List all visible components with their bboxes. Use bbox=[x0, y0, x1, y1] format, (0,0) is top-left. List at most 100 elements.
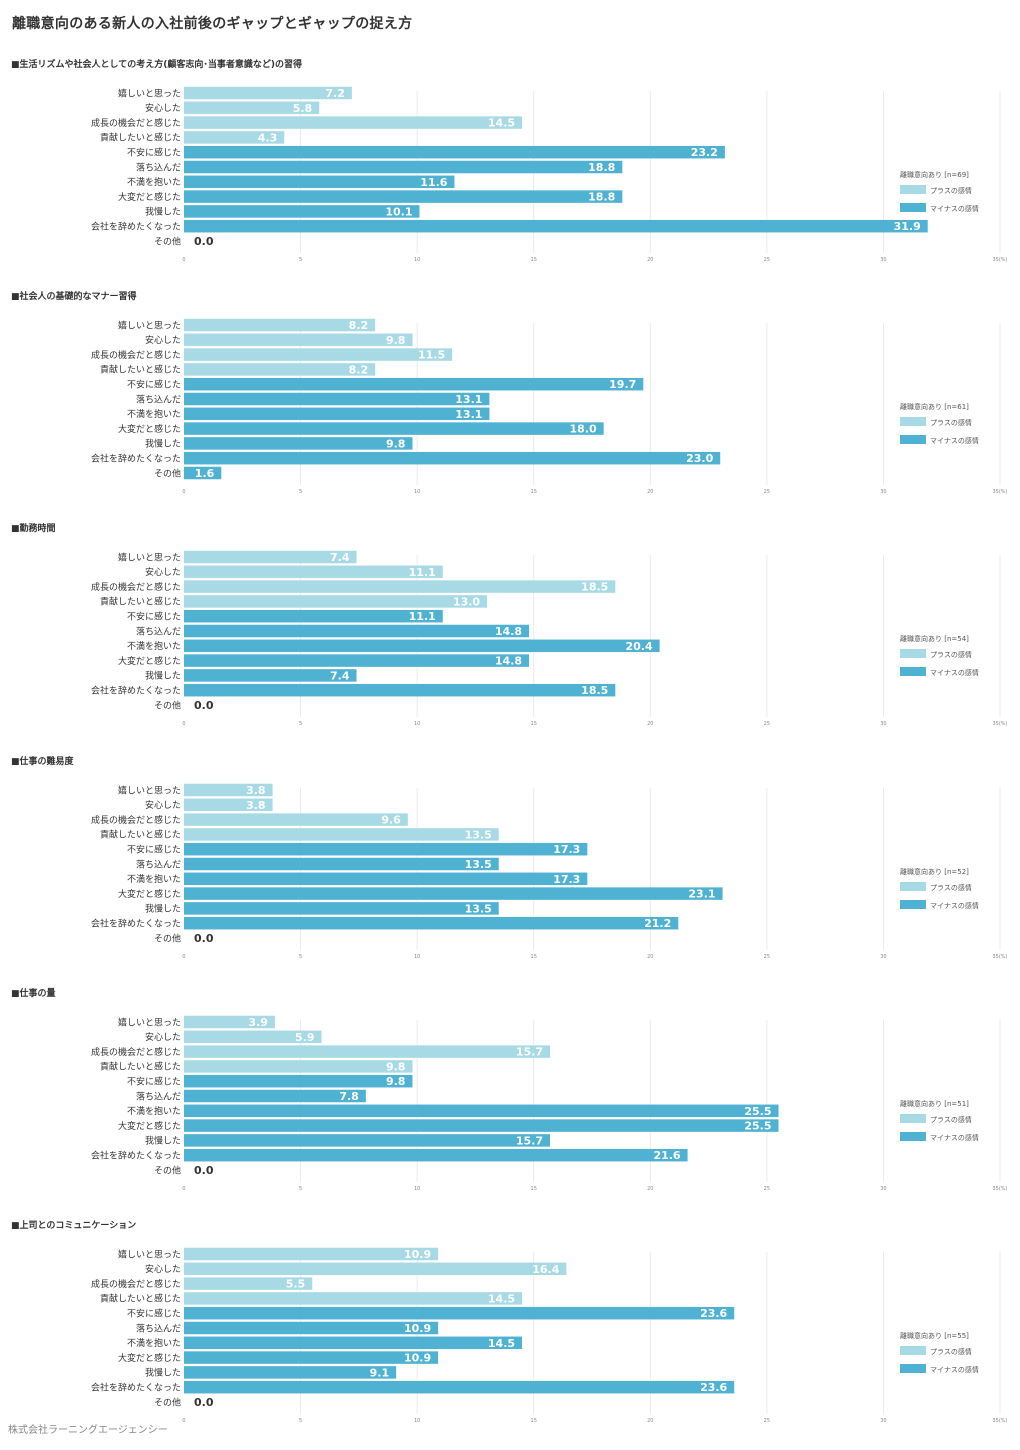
bar bbox=[184, 86, 352, 100]
data-label: 7.2 bbox=[325, 87, 345, 100]
category-label: 成長の機会だと感じた bbox=[91, 1046, 181, 1058]
legend-title: 離職意向あり [n=54] bbox=[900, 634, 969, 643]
bar bbox=[184, 1134, 551, 1147]
bar bbox=[184, 916, 679, 930]
bar bbox=[184, 205, 420, 218]
category-label: 我慢した bbox=[145, 206, 181, 218]
category-label: 我慢した bbox=[145, 903, 181, 915]
bar bbox=[184, 333, 413, 347]
category-label: 不安に感じた bbox=[127, 147, 181, 159]
bar bbox=[184, 857, 499, 871]
category-label: 貢献したいと感じた bbox=[100, 364, 181, 376]
data-label: 0.0 bbox=[194, 932, 214, 945]
data-label: 25.5 bbox=[744, 1120, 771, 1133]
data-label: 14.5 bbox=[488, 117, 515, 130]
data-label: 16.4 bbox=[532, 1263, 559, 1276]
legend-swatch-plus bbox=[900, 882, 926, 891]
category-label: その他 bbox=[154, 1164, 181, 1176]
legend-swatch-plus bbox=[900, 649, 926, 658]
data-label: 18.0 bbox=[570, 423, 597, 436]
x-tick-label: 25 bbox=[764, 257, 770, 263]
bar bbox=[184, 550, 357, 564]
x-tick-label: 15 bbox=[531, 489, 537, 495]
category-label: 不安に感じた bbox=[127, 1308, 181, 1320]
data-label: 14.8 bbox=[495, 625, 522, 638]
category-label: 落ち込んだ bbox=[136, 625, 181, 637]
bar bbox=[184, 1030, 322, 1044]
bar bbox=[184, 1292, 523, 1305]
bar bbox=[184, 887, 723, 900]
category-label: 嬉しいと思った bbox=[118, 87, 181, 99]
x-tick-label: 0 bbox=[182, 257, 185, 263]
data-label: 7.4 bbox=[330, 669, 350, 682]
data-label: 18.5 bbox=[581, 684, 608, 697]
bar bbox=[184, 407, 490, 421]
x-tick-label: 15 bbox=[531, 954, 537, 960]
data-label: 23.6 bbox=[700, 1307, 727, 1320]
data-label: 1.6 bbox=[195, 467, 215, 480]
x-tick-label: 10 bbox=[414, 489, 420, 495]
category-label: 貢献したいと感じた bbox=[100, 1293, 181, 1305]
x-tick-label: 25 bbox=[764, 489, 770, 495]
data-label: 7.8 bbox=[339, 1090, 359, 1103]
data-label: 31.9 bbox=[894, 220, 921, 233]
bar bbox=[184, 175, 455, 189]
bar bbox=[184, 565, 443, 579]
bar bbox=[184, 1277, 313, 1290]
category-label: その他 bbox=[154, 235, 181, 247]
category-label: 安心した bbox=[145, 102, 181, 114]
legend-title: 離職意向あり [n=52] bbox=[900, 867, 969, 876]
bar bbox=[184, 466, 222, 480]
bar bbox=[184, 1262, 567, 1276]
bar bbox=[184, 1119, 779, 1132]
data-label: 8.2 bbox=[349, 363, 369, 376]
x-tick-label: 10 bbox=[414, 257, 420, 263]
data-label: 9.8 bbox=[386, 1075, 406, 1088]
bar bbox=[184, 116, 523, 129]
data-label: 3.9 bbox=[248, 1016, 268, 1029]
data-label: 17.3 bbox=[553, 873, 580, 886]
data-label: 17.3 bbox=[553, 843, 580, 856]
bar bbox=[184, 1247, 439, 1261]
x-tick-label: 10 bbox=[414, 1418, 420, 1424]
category-label: 貢献したいと感じた bbox=[100, 829, 181, 841]
chart-panel: ■仕事の量 0 5 10 15 20 25 30 35(%) 嬉しいと思った 3.9 安心した 5.9 成… bbox=[0, 986, 1020, 1218]
category-label: 会社を辞めたくなった bbox=[91, 453, 181, 465]
x-tick-label: 0 bbox=[182, 954, 185, 960]
bar bbox=[184, 1148, 688, 1162]
x-tick-label: 30 bbox=[880, 1186, 886, 1192]
bar bbox=[184, 639, 660, 653]
bar bbox=[184, 783, 273, 797]
category-label: 嬉しいと思った bbox=[118, 1248, 181, 1260]
x-tick-label: 30 bbox=[880, 954, 886, 960]
bar bbox=[184, 451, 721, 465]
chart-title: ■仕事の量 bbox=[11, 989, 56, 999]
x-tick-label: 35(%) bbox=[992, 954, 1007, 960]
category-label: 成長の機会だと感じた bbox=[91, 117, 181, 129]
data-label: 10.9 bbox=[404, 1322, 431, 1335]
data-label: 23.1 bbox=[688, 888, 715, 901]
category-label: 不満を抱いた bbox=[127, 873, 181, 885]
bar bbox=[184, 1074, 413, 1088]
data-label: 21.2 bbox=[644, 917, 671, 930]
legend-swatch-minus bbox=[900, 667, 926, 676]
category-label: 嬉しいと思った bbox=[118, 784, 181, 796]
category-label: 不満を抱いた bbox=[127, 1105, 181, 1117]
bar bbox=[184, 1045, 551, 1058]
chart-panel: ■勤務時間 0 5 10 15 20 25 30 35(%) 嬉しいと思った 7.4 安心した 11.1… bbox=[0, 521, 1020, 753]
chart-title: ■社会人の基礎的なマナー習得 bbox=[11, 292, 137, 302]
data-label: 13.0 bbox=[453, 595, 480, 608]
chart-svg: 0 5 10 15 20 25 30 35(%) 嬉しいと思った 3.9 安心した 5.9 成長の機会だ… bbox=[91, 1015, 1008, 1192]
data-label: 15.7 bbox=[516, 1046, 543, 1059]
category-label: 不満を抱いた bbox=[127, 408, 181, 420]
chart-panel: ■生活リズムや社会人としての考え方(顧客志向･当事者意識など)の習得 0 5 10 15… bbox=[0, 57, 1020, 289]
chart-panel: ■上司とのコミュニケーション 0 5 10 15 20 25 30 35(%) 嬉しいと思った 10… bbox=[0, 1218, 1020, 1450]
category-label: 不安に感じた bbox=[127, 379, 181, 391]
category-label: 安心した bbox=[145, 799, 181, 811]
x-tick-label: 20 bbox=[647, 1418, 653, 1424]
category-label: 大変だと感じた bbox=[118, 1120, 181, 1132]
x-tick-label: 0 bbox=[182, 1418, 185, 1424]
category-label: 我慢した bbox=[145, 1367, 181, 1379]
bar bbox=[184, 131, 285, 144]
category-label: 会社を辞めたくなった bbox=[91, 1382, 181, 1394]
